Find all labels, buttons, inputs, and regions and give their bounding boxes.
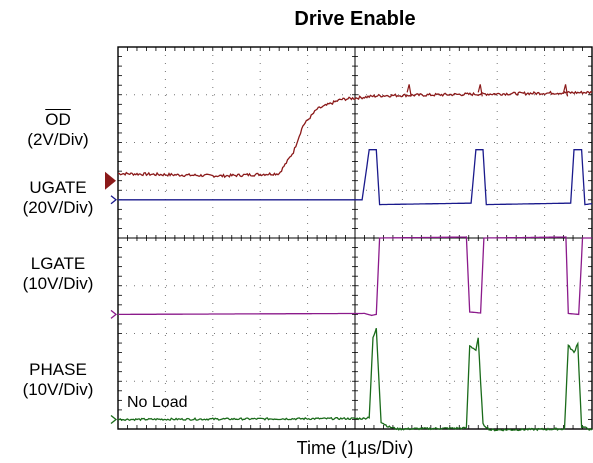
channel-scale: (10V/Div)	[22, 380, 94, 399]
trace-glitch	[562, 84, 569, 97]
chart-title: Drive Enable	[294, 8, 416, 30]
channel-marker-icon	[105, 171, 116, 190]
trace-ugate	[118, 149, 593, 206]
trace-lgate	[118, 236, 592, 317]
trace-glitch	[406, 84, 412, 97]
x-axis-label: Time (1μs/Div)	[296, 438, 414, 458]
channel-marker-icon	[110, 195, 118, 205]
axis-minor-ticks	[117, 46, 593, 430]
channel-name: PHASE	[29, 360, 87, 379]
trace-phase	[117, 328, 593, 432]
channel-name: LGATE	[30, 254, 86, 273]
channel-marker-icon	[110, 414, 118, 424]
channel-label-phase: PHASE (10V/Div)	[0, 360, 116, 400]
channel-name: UGATE	[29, 178, 87, 197]
channel-marker-icon	[110, 309, 118, 319]
channel-name: OD	[45, 110, 71, 129]
channel-label-ugate: UGATE (20V/Div)	[0, 178, 116, 218]
channel-label-od: OD (2V/Div)	[0, 110, 116, 150]
note-label: No Load	[127, 394, 188, 411]
channel-scale: (10V/Div)	[22, 274, 94, 293]
channel-scale: (2V/Div)	[27, 130, 89, 149]
trace-od	[117, 90, 593, 179]
channel-scale: (20V/Div)	[22, 198, 94, 217]
channel-label-lgate: LGATE (10V/Div)	[0, 254, 116, 294]
trace-glitch	[477, 84, 483, 97]
